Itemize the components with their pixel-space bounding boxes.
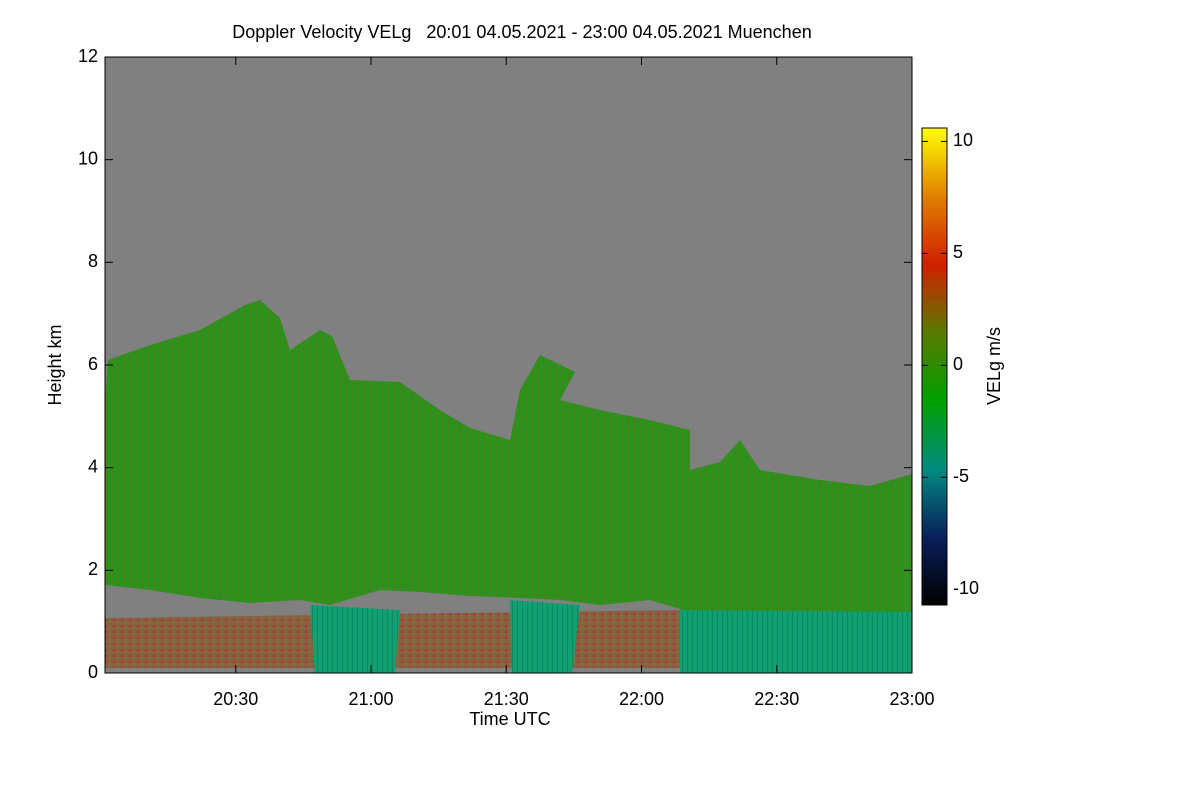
- y-tick-label: 6: [88, 354, 98, 374]
- colorbar-tick-label: -10: [953, 578, 979, 598]
- x-tick-label: 20:30: [213, 689, 258, 709]
- x-tick-label: 21:30: [484, 689, 529, 709]
- y-tick-label: 12: [78, 46, 98, 66]
- y-tick-label: 0: [88, 662, 98, 682]
- colorbar-tick-label: 10: [953, 130, 973, 150]
- y-tick-label: 8: [88, 251, 98, 271]
- x-tick-label: 23:00: [889, 689, 934, 709]
- y-tick-label: 2: [88, 559, 98, 579]
- x-tick-label: 22:30: [754, 689, 799, 709]
- field-fall-streak: [510, 600, 580, 673]
- x-axis-label: Time UTC: [469, 709, 550, 729]
- field-fall-streak: [310, 605, 400, 673]
- y-tick-label: 4: [88, 456, 98, 476]
- velocity-field: [105, 300, 912, 673]
- field-cloud: [105, 300, 912, 620]
- colorbar-tick-label: 0: [953, 354, 963, 374]
- y-axis-label: Height km: [45, 324, 65, 405]
- axes: [105, 56, 913, 674]
- field-fall-streak: [680, 610, 912, 673]
- y-tick-label: 10: [78, 148, 98, 168]
- colorbar-tick-label: -5: [953, 466, 969, 486]
- chart-title: Doppler Velocity VELg 20:01 04.05.2021 -…: [232, 22, 811, 42]
- colorbar-tick-label: 5: [953, 242, 963, 262]
- colorbar: [921, 127, 948, 606]
- colorbar-label: VELg m/s: [984, 327, 1004, 405]
- x-tick-label: 22:00: [619, 689, 664, 709]
- x-tick-label: 21:00: [348, 689, 393, 709]
